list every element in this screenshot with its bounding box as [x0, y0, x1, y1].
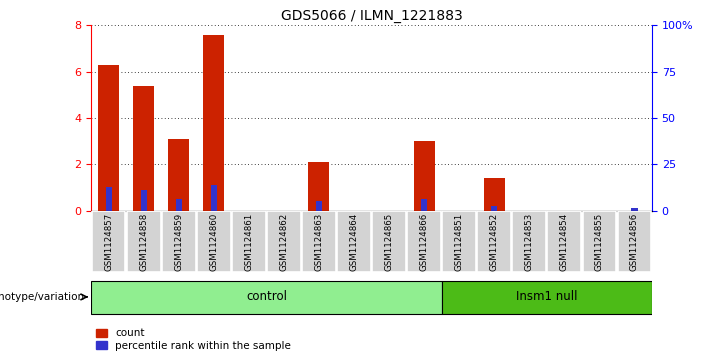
Bar [442, 281, 652, 314]
Text: GSM1124852: GSM1124852 [490, 213, 498, 271]
Bar [105, 187, 112, 211]
Bar [618, 211, 651, 272]
Bar [175, 199, 182, 211]
Bar [91, 281, 442, 314]
Bar [308, 162, 329, 211]
Bar [491, 206, 497, 211]
Bar [168, 139, 189, 211]
Bar [197, 211, 231, 272]
Text: GSM1124856: GSM1124856 [630, 213, 639, 271]
Text: GSM1124862: GSM1124862 [280, 213, 288, 271]
Bar [583, 211, 616, 272]
Text: genotype/variation: genotype/variation [0, 292, 84, 302]
Bar [414, 141, 435, 211]
Bar [210, 185, 217, 211]
Bar [127, 211, 161, 272]
Text: GSM1124863: GSM1124863 [315, 213, 323, 271]
Bar [337, 211, 371, 272]
Bar [442, 211, 476, 272]
Text: GSM1124853: GSM1124853 [525, 213, 533, 271]
Bar [547, 211, 581, 272]
Text: GSM1124865: GSM1124865 [385, 213, 393, 271]
Bar [140, 190, 147, 211]
Bar [98, 65, 119, 211]
Bar [302, 211, 336, 272]
Bar [484, 178, 505, 211]
Bar [133, 86, 154, 211]
Text: GSM1124866: GSM1124866 [420, 213, 428, 271]
Bar [315, 201, 322, 211]
Bar [372, 211, 406, 272]
Legend: count, percentile rank within the sample: count, percentile rank within the sample [96, 328, 291, 351]
Text: GSM1124861: GSM1124861 [245, 213, 253, 271]
Text: GSM1124864: GSM1124864 [350, 213, 358, 271]
Bar [407, 211, 441, 272]
Bar [631, 208, 638, 211]
Text: GSM1124859: GSM1124859 [175, 213, 183, 271]
Text: Insm1 null: Insm1 null [516, 290, 578, 303]
Bar [267, 211, 301, 272]
Bar [162, 211, 196, 272]
Text: GSM1124855: GSM1124855 [595, 213, 604, 271]
Text: GSM1124860: GSM1124860 [210, 213, 218, 271]
Text: control: control [246, 290, 287, 303]
Bar [421, 199, 428, 211]
Bar [477, 211, 511, 272]
Bar [232, 211, 266, 272]
Title: GDS5066 / ILMN_1221883: GDS5066 / ILMN_1221883 [280, 9, 463, 23]
Bar [92, 211, 125, 272]
Text: GSM1124854: GSM1124854 [560, 213, 569, 271]
Bar [203, 35, 224, 211]
Text: GSM1124857: GSM1124857 [104, 213, 113, 271]
Text: GSM1124858: GSM1124858 [139, 213, 148, 271]
Bar [512, 211, 546, 272]
Text: GSM1124851: GSM1124851 [455, 213, 463, 271]
